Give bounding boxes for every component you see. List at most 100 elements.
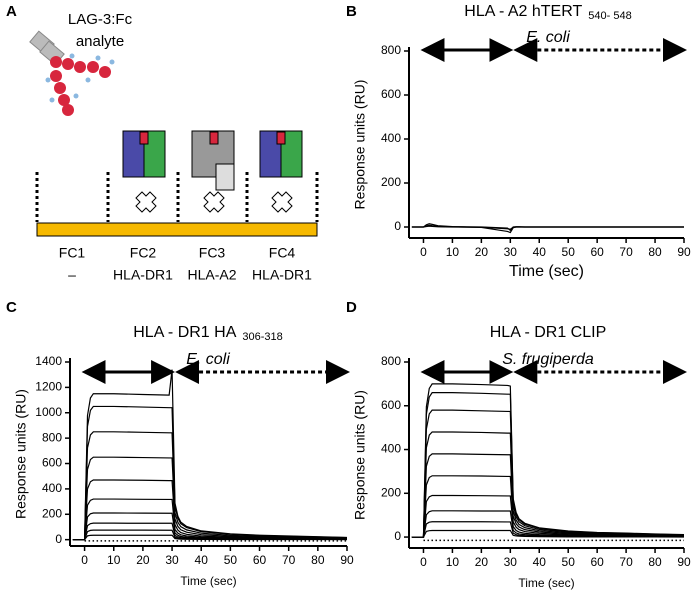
x-tick-label: 60	[253, 553, 267, 567]
y-tick-label: 0	[394, 529, 401, 543]
series-line	[72, 456, 348, 541]
y-tick-label: 200	[42, 506, 62, 520]
x-axis-label: Time (sec)	[509, 263, 584, 280]
chart-title-main: HLA - A2 hTERT	[464, 3, 582, 20]
flow-cell-dividers	[35, 172, 319, 222]
x-tick-label: 20	[475, 555, 489, 569]
ligand-label: HLA-DR1	[252, 267, 312, 283]
series-line	[411, 225, 684, 230]
x-tick-label: 40	[195, 553, 209, 567]
x-tick-label: 40	[533, 245, 547, 259]
panel-label: D	[346, 299, 357, 316]
chart-subtitle: S. frugiperda	[502, 351, 594, 368]
x-tick-label: 60	[590, 245, 604, 259]
x-tick-label: 30	[504, 245, 518, 259]
x-tick-label: 70	[282, 553, 296, 567]
x-tick-label: 80	[648, 245, 662, 259]
y-tick-label: 800	[42, 430, 62, 444]
chart: C HLA - DR1 HA 306-318 E. coli 0 200 400 600 800…	[6, 299, 354, 588]
molecule-label: LAG-3:Fc	[68, 11, 133, 28]
series-line	[411, 431, 685, 538]
chart-title-subscript: 306-318	[242, 331, 282, 343]
panel-label: C	[6, 299, 17, 316]
x-tick-label: 0	[420, 555, 427, 569]
x-tick-label: 30	[165, 553, 179, 567]
series-line	[72, 405, 348, 541]
y-axis-label: Response units (RU)	[352, 390, 368, 520]
x-tick-label: 80	[311, 553, 325, 567]
flow-cell-label: FC3	[199, 245, 226, 261]
panel-label: A	[6, 3, 17, 20]
x-tick-label: 10	[446, 555, 460, 569]
chart-subtitle: E. coli	[526, 29, 570, 46]
x-axis-label: Time (sec)	[518, 576, 574, 590]
mhc-a2	[191, 130, 235, 191]
chart-title-main: HLA - DR1 CLIP	[490, 324, 606, 341]
series-line	[411, 392, 685, 538]
x-tick-label: 90	[677, 245, 691, 259]
x-axis-label: Time (sec)	[180, 574, 236, 588]
series-line	[411, 224, 684, 234]
series-line	[72, 431, 348, 541]
molecule-icon	[29, 30, 115, 116]
y-tick-label: 0	[394, 219, 401, 233]
y-tick-label: 800	[381, 43, 401, 57]
y-tick-label: 1200	[35, 380, 62, 394]
linkers	[135, 191, 293, 213]
mhc-dr1	[122, 130, 166, 178]
y-tick-label: 600	[381, 398, 401, 412]
chart-title-main: HLA - DR1 HA	[133, 324, 236, 341]
series-line	[411, 475, 685, 538]
chart-subtitle: E. coli	[186, 351, 230, 368]
x-tick-label: 60	[590, 555, 604, 569]
x-tick-label: 20	[475, 245, 489, 259]
x-tick-label: 40	[533, 555, 547, 569]
mhc-dr1	[259, 130, 303, 178]
y-tick-label: 1400	[35, 354, 62, 368]
chart-title: HLA - A2 hTERT 540- 548	[464, 3, 631, 22]
ligand-label: HLA-DR1	[113, 267, 173, 283]
x-tick-label: 90	[677, 555, 691, 569]
sensor-chip	[36, 222, 318, 237]
y-tick-label: 600	[42, 456, 62, 470]
x-tick-label: 20	[136, 553, 150, 567]
x-tick-label: 50	[224, 553, 238, 567]
series-line	[411, 383, 685, 538]
x-tick-label: 90	[340, 553, 354, 567]
y-tick-label: 200	[381, 485, 401, 499]
series-line	[72, 534, 347, 541]
ligand-label: HLA-A2	[187, 267, 236, 283]
y-tick-label: 400	[381, 131, 401, 145]
x-tick-label: 0	[420, 245, 427, 259]
y-axis-label: Response units (RU)	[13, 389, 29, 519]
x-tick-label: 0	[81, 553, 88, 567]
series-line	[72, 369, 348, 541]
x-tick-label: 30	[504, 555, 518, 569]
series-line	[411, 409, 685, 538]
flow-cell-label: FC2	[130, 245, 157, 261]
y-tick-label: 400	[42, 481, 62, 495]
series-line	[411, 453, 685, 538]
x-tick-label: 50	[562, 245, 576, 259]
panel-label: B	[346, 3, 357, 20]
x-tick-label: 50	[562, 555, 576, 569]
x-tick-label: 70	[619, 245, 633, 259]
y-tick-label: 400	[381, 442, 401, 456]
chart-title: HLA - DR1 HA 306-318	[133, 324, 283, 343]
y-tick-label: 1000	[35, 405, 62, 419]
ligand-label: –	[68, 267, 76, 283]
y-tick-label: 600	[381, 87, 401, 101]
y-tick-label: 800	[381, 354, 401, 368]
chart-title: HLA - DR1 CLIP	[490, 324, 606, 341]
panel-a: A LAG-3:Fc analyte	[6, 3, 319, 237]
x-tick-label: 10	[446, 245, 460, 259]
y-axis-label: Response units (RU)	[352, 80, 368, 210]
x-tick-label: 10	[107, 553, 121, 567]
molecule-sublabel: analyte	[76, 33, 124, 50]
y-tick-label: 200	[381, 175, 401, 189]
chart-title-subscript: 540- 548	[588, 10, 631, 22]
flow-cell-label: FC1	[59, 245, 86, 261]
